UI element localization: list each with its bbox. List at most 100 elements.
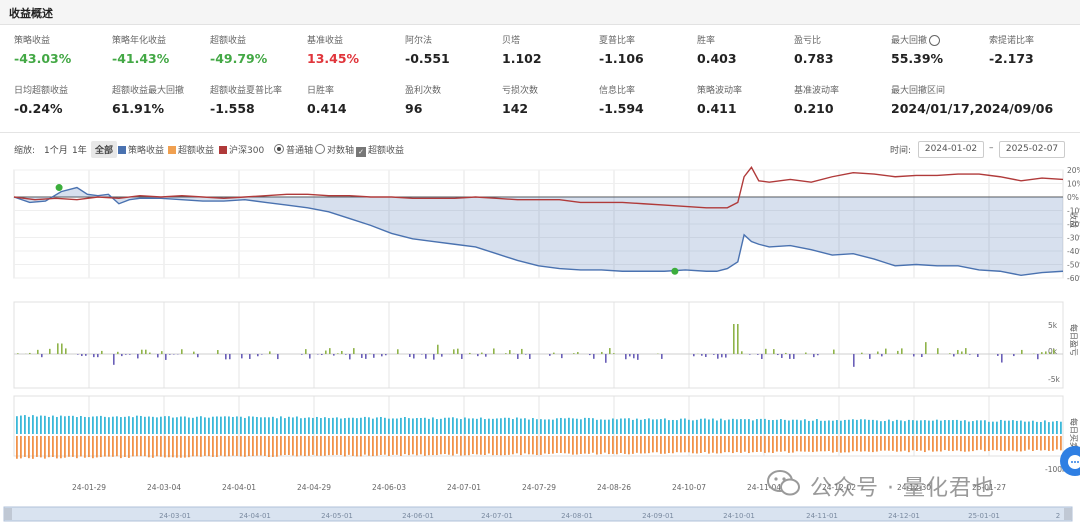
sell-bar bbox=[544, 436, 546, 454]
buy-bar bbox=[688, 419, 690, 434]
sell-bar bbox=[40, 436, 42, 458]
navigator-tick-label: 24-06-01 bbox=[402, 512, 434, 520]
sell-bar bbox=[520, 436, 522, 456]
normal-axis-radio[interactable]: 普通轴 bbox=[274, 143, 313, 156]
buy-bar bbox=[740, 419, 742, 434]
zoom-1month-button[interactable]: 1个月 bbox=[44, 146, 68, 156]
log-axis-radio[interactable]: 对数轴 bbox=[315, 143, 354, 156]
sell-bar bbox=[1024, 436, 1026, 451]
metric-17: 信息比率 -1.594 bbox=[599, 83, 694, 116]
buy-bar bbox=[176, 417, 178, 434]
pnl-bar bbox=[761, 354, 763, 359]
pnl-bar bbox=[65, 348, 67, 354]
metric-value: -1.594 bbox=[599, 101, 644, 116]
sell-bar bbox=[120, 436, 122, 459]
buy-bar bbox=[468, 418, 470, 434]
y-tick-label: 0k bbox=[1048, 347, 1058, 356]
buy-bar bbox=[208, 417, 210, 434]
sell-bar bbox=[164, 436, 166, 458]
sell-bar bbox=[1032, 436, 1034, 452]
buy-bar bbox=[776, 419, 778, 434]
sell-bar bbox=[248, 436, 250, 457]
pnl-bar bbox=[93, 354, 95, 358]
buy-bar bbox=[392, 418, 394, 434]
pnl-bar bbox=[85, 354, 87, 356]
buy-bar bbox=[932, 420, 934, 434]
buy-bar bbox=[772, 420, 774, 434]
buy-bar bbox=[912, 420, 914, 434]
sell-bar bbox=[68, 436, 70, 457]
x-tick-label: 24-03-04 bbox=[147, 483, 181, 492]
sell-bar bbox=[480, 436, 482, 455]
sell-bar bbox=[892, 436, 894, 451]
metric-value: 0.783 bbox=[794, 51, 834, 66]
pnl-bar bbox=[977, 354, 979, 357]
metric-value: -0.24% bbox=[14, 101, 63, 116]
sell-bar bbox=[840, 436, 842, 453]
sell-bar bbox=[496, 436, 498, 456]
sell-bar bbox=[292, 436, 294, 456]
buy-bar bbox=[76, 417, 78, 434]
pnl-bar bbox=[525, 354, 527, 355]
sell-bar bbox=[960, 436, 962, 452]
sell-bar bbox=[660, 436, 662, 454]
metric-label: 基准收益 bbox=[307, 36, 344, 46]
sell-bar bbox=[760, 436, 762, 452]
sell-bar bbox=[768, 436, 770, 453]
pnl-bar bbox=[173, 354, 175, 355]
buy-bar bbox=[316, 416, 318, 434]
pnl-bar bbox=[425, 354, 427, 359]
buy-bar bbox=[596, 419, 598, 434]
chat-support-button[interactable] bbox=[1060, 446, 1080, 476]
excess-checkbox[interactable]: ✓ 超额收益 bbox=[356, 143, 404, 157]
buy-bar bbox=[584, 417, 586, 434]
sell-bar bbox=[136, 436, 138, 457]
buy-bar bbox=[820, 420, 822, 434]
date-from-input[interactable]: 2024-01-02 bbox=[918, 141, 984, 158]
legend-benchmark[interactable]: 沪深300 bbox=[219, 143, 264, 156]
sell-bar bbox=[844, 436, 846, 453]
section-title: 收益概述 bbox=[9, 7, 53, 20]
y-tick-label: 10% bbox=[1067, 180, 1080, 189]
buy-bar bbox=[288, 416, 290, 434]
buy-bar bbox=[860, 419, 862, 434]
sell-bar bbox=[876, 436, 878, 452]
buy-bar bbox=[672, 419, 674, 434]
buy-bar bbox=[224, 416, 226, 434]
buy-bar bbox=[188, 417, 190, 434]
buy-bar bbox=[656, 419, 658, 434]
buy-bar bbox=[488, 418, 490, 434]
sell-bar bbox=[16, 436, 18, 459]
buy-bar bbox=[92, 416, 94, 434]
pnl-bar bbox=[329, 348, 331, 354]
buy-bar bbox=[168, 416, 170, 434]
buy-bar bbox=[1008, 420, 1010, 434]
zoom-all-button[interactable]: 全部 bbox=[91, 141, 118, 158]
sell-bar bbox=[880, 436, 882, 451]
returns-chart-area[interactable]: 20% 10% 0% -10% -20% -30% -40% -50% -60% 收益每日盈亏每日… bbox=[0, 160, 1080, 527]
navigator-handle-left[interactable] bbox=[4, 508, 12, 520]
buy-bar bbox=[348, 417, 350, 434]
section-header: 收益概述 bbox=[0, 0, 1080, 25]
zoom-1year-button[interactable]: 1年 bbox=[72, 146, 87, 156]
pnl-bar bbox=[481, 352, 483, 354]
help-icon[interactable] bbox=[929, 35, 941, 46]
pnl-bar bbox=[1001, 354, 1003, 363]
date-to-input[interactable]: 2025-02-07 bbox=[999, 141, 1065, 158]
metric-label: 亏损次数 bbox=[502, 86, 539, 96]
sell-bar bbox=[500, 436, 502, 456]
pnl-bar bbox=[325, 350, 327, 354]
sell-bar bbox=[640, 436, 642, 454]
buy-bar bbox=[32, 415, 34, 434]
sell-bar bbox=[200, 436, 202, 457]
sell-bar bbox=[564, 436, 566, 454]
navigator-tick-label: 24-05-01 bbox=[321, 512, 353, 520]
sell-bar bbox=[456, 436, 458, 454]
legend-excess[interactable]: 超额收益 bbox=[168, 143, 214, 156]
sell-bar bbox=[572, 436, 574, 455]
legend-strategy[interactable]: 策略收益 bbox=[118, 143, 164, 156]
navigator-handle-right[interactable] bbox=[1064, 508, 1072, 520]
navigator-tick-label: 24-04-01 bbox=[239, 512, 271, 520]
pnl-bar bbox=[777, 354, 779, 356]
buy-bar bbox=[648, 418, 650, 434]
